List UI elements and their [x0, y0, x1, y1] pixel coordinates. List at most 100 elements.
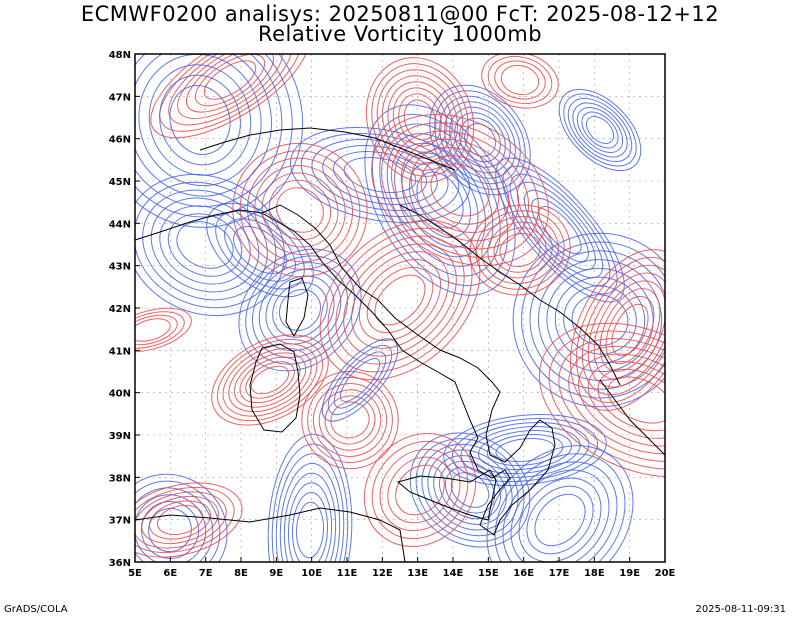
- contour-line: [599, 288, 661, 372]
- lat-tick-label: 42N: [109, 304, 131, 315]
- lon-tick-label: 18E: [584, 568, 605, 579]
- contour-line: [475, 210, 565, 290]
- lon-tick-label: 11E: [337, 568, 358, 579]
- contour-line: [421, 443, 519, 537]
- contour-line: [206, 202, 314, 298]
- contour-line: [568, 345, 665, 455]
- contour-line: [451, 418, 599, 482]
- lon-tick-label: 17E: [549, 568, 570, 579]
- contour-line: [140, 501, 200, 559]
- contour-line: [239, 356, 301, 404]
- contour-line: [518, 477, 602, 562]
- contour-line: [581, 111, 619, 149]
- sardinia-coastline: [249, 343, 301, 433]
- lat-tick-label: 41N: [109, 346, 131, 357]
- lat-tick-label: 44N: [109, 219, 131, 230]
- lon-tick-label: 15E: [478, 568, 499, 579]
- contour-line: [486, 433, 564, 467]
- contour-line: [141, 495, 219, 545]
- contour-line: [572, 102, 628, 158]
- contour-line: [135, 54, 283, 208]
- contour-line: [420, 155, 500, 225]
- lat-tick-label: 37N: [109, 516, 131, 527]
- contour-line: [376, 69, 464, 171]
- contour-line: [531, 197, 589, 263]
- lat-tick-label: 38N: [109, 473, 131, 484]
- contour-line: [167, 213, 243, 277]
- contour-line: [371, 440, 469, 540]
- contour-line: [537, 259, 663, 381]
- coastlines-borders: [134, 127, 666, 563]
- contour-line: [159, 74, 241, 166]
- contour-line: [254, 165, 346, 255]
- contour-line: [135, 487, 235, 553]
- contour-line: [324, 395, 376, 445]
- greece-coastline: [599, 379, 666, 456]
- contour-line: [307, 377, 393, 463]
- contour-line: [169, 85, 231, 155]
- contour-line: [585, 116, 615, 144]
- lon-tick-label: 9E: [269, 568, 283, 579]
- contour-line: [321, 338, 399, 422]
- contour-line: [459, 117, 501, 163]
- contour-line: [593, 280, 665, 380]
- contour-line: [335, 235, 465, 365]
- contour-line: [597, 368, 665, 432]
- contour-line: [228, 347, 312, 413]
- contour-line: [135, 173, 285, 317]
- contour-line: [330, 401, 370, 439]
- contour-line: [211, 334, 329, 426]
- contour-line: [232, 142, 368, 278]
- contour-line: [203, 60, 257, 100]
- contour-line: [343, 243, 457, 357]
- contour-line: [156, 504, 204, 536]
- lat-tick-label: 45N: [109, 177, 131, 188]
- contour-line: [135, 314, 178, 346]
- contour-line: [400, 138, 520, 242]
- contour-line: [563, 93, 637, 167]
- lat-tick-label: 39N: [109, 431, 131, 442]
- contour-line: [272, 282, 328, 338]
- contour-line: [410, 147, 510, 233]
- lon-tick-label: 10E: [301, 568, 322, 579]
- contour-line: [392, 87, 448, 153]
- longitude-ticks: 5E 6E 7E 8E 9E 10E 11E 12E 13E 14E 15E 16E 17E 18E 19E…: [128, 557, 676, 579]
- contour-line: [185, 54, 275, 113]
- lon-tick-label: 5E: [128, 568, 142, 579]
- lon-tick-label: 19E: [619, 568, 640, 579]
- lon-tick-label: 6E: [163, 568, 177, 579]
- contour-line: [460, 422, 590, 478]
- lon-tick-label: 12E: [372, 568, 393, 579]
- lon-tick-label: 8E: [234, 568, 248, 579]
- balkan-coastline: [399, 204, 621, 386]
- lat-tick-label: 36N: [109, 558, 131, 569]
- map-title: ECMWF0200 analisys: 20250811@00 FcT: 202…: [80, 2, 720, 26]
- contour-line: [538, 322, 665, 478]
- sicily-coastline: [396, 469, 497, 521]
- contour-line: [443, 414, 607, 486]
- footer-credit: GrADS/COLA: [4, 604, 68, 615]
- contour-line: [168, 54, 292, 126]
- contour-line: [605, 295, 655, 365]
- contour-line: [245, 361, 295, 399]
- lon-tick-label: 13E: [407, 568, 428, 579]
- contour-line: [265, 275, 335, 345]
- contour-line: [319, 219, 481, 381]
- contour-line: [371, 113, 549, 267]
- contour-line: [318, 389, 382, 451]
- contour-line: [516, 181, 604, 279]
- contour-line: [135, 473, 228, 562]
- contour-line: [415, 438, 525, 542]
- contour-line: [379, 448, 461, 532]
- latitude-ticks: 36N 37N 38N 39N 40N 41N 42N 43N 44N 45N 46N 47N 48N: [109, 50, 140, 569]
- contour-line: [493, 227, 547, 273]
- corsica-coastline: [285, 277, 309, 338]
- contour-line: [382, 75, 458, 165]
- contour-line: [529, 250, 665, 390]
- contour-line: [546, 267, 654, 373]
- lat-lon-grid: [135, 54, 665, 562]
- contour-line: [135, 54, 272, 197]
- contour-line: [548, 330, 665, 470]
- contour-line: [222, 343, 318, 417]
- contour-line: [487, 55, 553, 105]
